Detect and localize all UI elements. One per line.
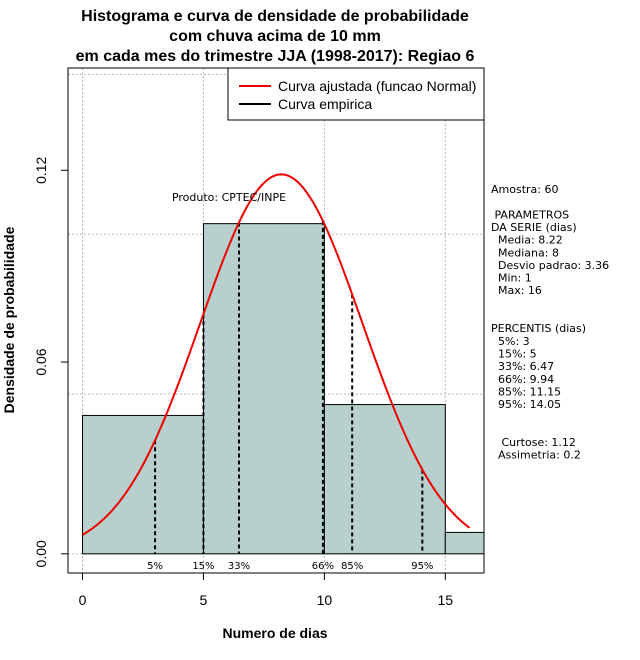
x-tick-label-0: 0: [79, 592, 87, 608]
side-panel-line-4: Media: 8.22: [491, 234, 563, 247]
side-panel-line-5: Mediana: 8: [491, 246, 559, 259]
chart-title-line-2: com chuva acima de 10 mm: [169, 28, 381, 45]
side-panel-line-8: Max: 16: [491, 284, 542, 297]
legend-box: [227, 67, 485, 121]
bars-layer: [82, 223, 485, 555]
side-panel-line-6: Desvio padrao: 3.36: [491, 259, 609, 272]
percentile-label-4: 85%: [341, 561, 363, 572]
y-tick-label-2: 0.12: [33, 156, 49, 183]
side-panel-line-11: PERCENTIS (dias): [491, 322, 586, 335]
side-panel-line-3: DA SERIE (dias): [491, 221, 577, 234]
curve-layer: [82, 173, 471, 536]
percentile-label-3: 66%: [312, 561, 334, 572]
percentile-label-5: 95%: [411, 561, 433, 572]
x-axis-title: Numero de dias: [222, 625, 327, 641]
y-tick-label-0: 0.00: [33, 540, 49, 567]
legend-label-normal: Curva ajustada (funcao Normal): [278, 78, 476, 94]
annotation-produto: Produto: CPTEC/INPE: [172, 191, 286, 204]
percentile-lines-layer: 5% 15% 33% 66% 85% 95%: [147, 220, 433, 572]
side-panel-line-7: Min: 1: [491, 272, 532, 285]
y-axis-title: Densidade de probabilidade: [1, 226, 17, 413]
percentile-label-2: 33%: [228, 561, 250, 572]
side-panel-line-14: 33%: 6.47: [491, 360, 554, 373]
histogram-bar-2: [323, 404, 446, 555]
x-tick-label-1: 5: [200, 592, 208, 608]
side-panel-line-21: Assimetria: 0.2: [491, 449, 581, 462]
chart-title-line-1: Histograma e curva de densidade de proba…: [81, 8, 469, 25]
histogram-bar-3: [444, 531, 485, 555]
percentile-label-0: 5%: [147, 561, 163, 572]
x-tick-label-3: 15: [438, 592, 454, 608]
side-panel-line-20: Curtose: 1.12: [491, 436, 576, 449]
side-panel-line-13: 15%: 5: [491, 348, 537, 361]
side-panel-line-15: 66%: 9.94: [491, 373, 554, 386]
legend: Curva ajustada (funcao Normal) Curva emp…: [227, 67, 485, 121]
side-panel-line-17: 95%: 14.05: [491, 398, 561, 411]
chart-title-line-3: em cada mes do trimestre JJA (1998-2017)…: [76, 48, 475, 65]
y-tick-label-1: 0.06: [33, 348, 49, 375]
histogram-bar-1: [202, 223, 325, 555]
side-panel-line-12: 5%: 3: [491, 335, 530, 348]
normal-density-curve: [82, 173, 471, 536]
x-tick-label-2: 10: [317, 592, 333, 608]
percentile-label-1: 15%: [192, 561, 214, 572]
side-panel-line-16: 85%: 11.15: [491, 385, 561, 398]
legend-label-empirica: Curva empirica: [278, 96, 372, 112]
histogram-bar-0: [82, 414, 204, 555]
side-panel-line-0: Amostra: 60: [491, 183, 558, 196]
side-panel-line-2: PARAMETROS: [491, 208, 569, 221]
